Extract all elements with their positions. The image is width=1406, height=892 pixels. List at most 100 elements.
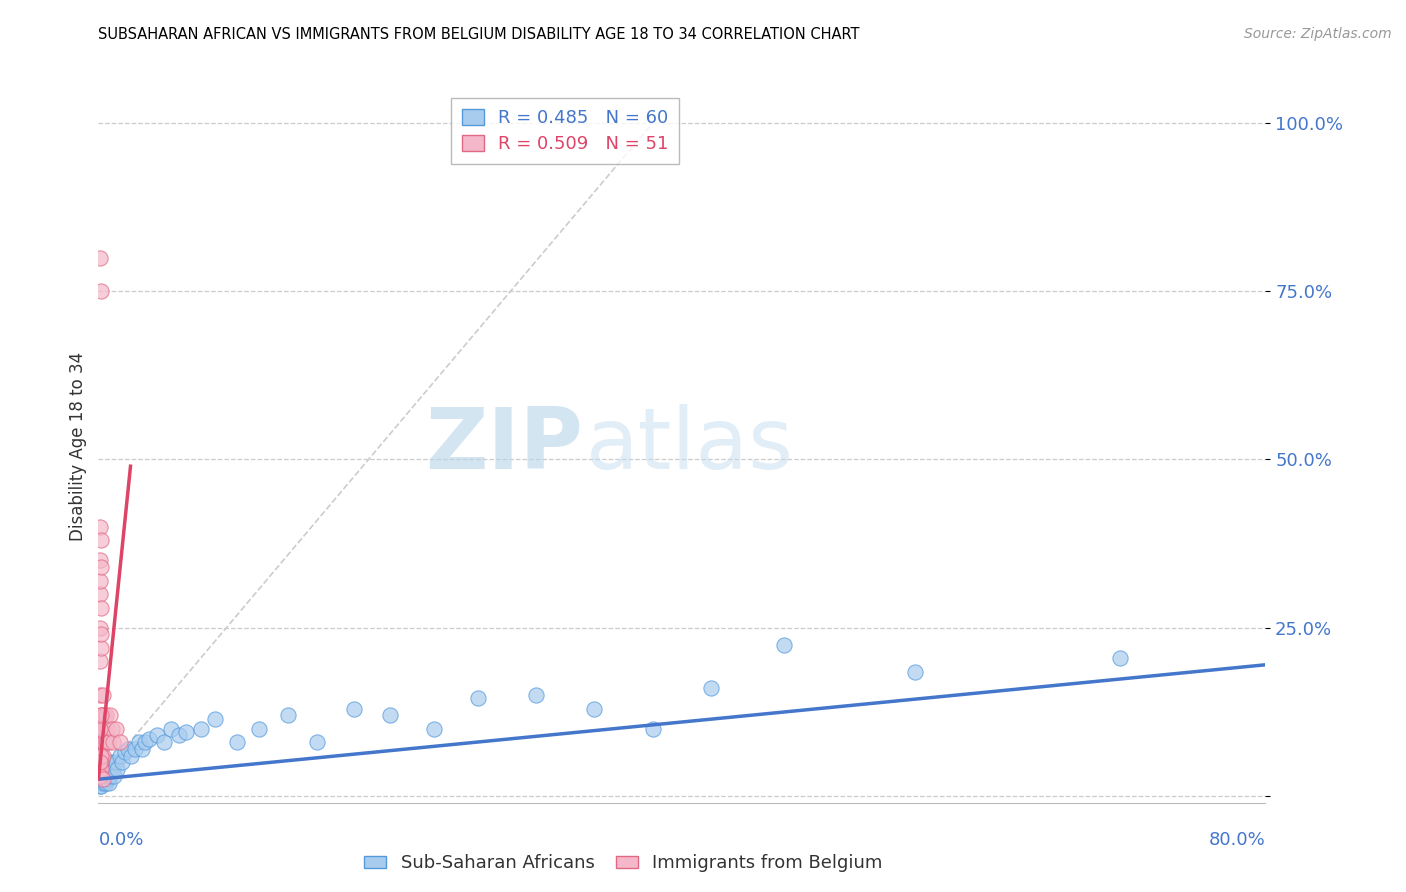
Point <box>90 708 112 723</box>
Point <box>97 735 120 749</box>
Point <box>93 765 115 780</box>
Point <box>120 748 142 763</box>
Point <box>91 735 114 749</box>
Point <box>204 712 226 726</box>
Point <box>89 769 111 783</box>
Point <box>94 756 117 770</box>
Point <box>96 735 118 749</box>
Point <box>90 756 112 770</box>
Point <box>583 701 606 715</box>
Point <box>277 708 299 723</box>
Point <box>93 708 115 723</box>
Point <box>89 587 111 601</box>
Point <box>91 688 114 702</box>
Text: ZIP: ZIP <box>425 404 582 488</box>
Point <box>101 762 124 776</box>
Point <box>146 729 169 743</box>
Point <box>89 779 111 793</box>
Point <box>91 772 114 787</box>
Point <box>98 708 121 723</box>
Point <box>90 762 112 776</box>
Point <box>89 769 111 783</box>
Point <box>167 729 190 743</box>
Legend: Sub-Saharan Africans, Immigrants from Belgium: Sub-Saharan Africans, Immigrants from Be… <box>357 847 890 880</box>
Point <box>111 756 134 770</box>
Point <box>90 640 112 655</box>
Point <box>96 722 118 736</box>
Point <box>90 735 112 749</box>
Point <box>247 722 270 736</box>
Point <box>124 742 146 756</box>
Point <box>904 665 927 679</box>
Point <box>104 722 127 736</box>
Point <box>91 772 114 787</box>
Point <box>100 722 122 736</box>
Point <box>97 775 120 789</box>
Point <box>89 553 111 567</box>
Point <box>131 742 153 756</box>
Point <box>89 772 111 787</box>
Point <box>90 748 112 763</box>
Point <box>94 775 117 789</box>
Point <box>89 748 111 763</box>
Point <box>96 762 118 776</box>
Point <box>98 769 121 783</box>
Text: SUBSAHARAN AFRICAN VS IMMIGRANTS FROM BELGIUM DISABILITY AGE 18 TO 34 CORRELATIO: SUBSAHARAN AFRICAN VS IMMIGRANTS FROM BE… <box>98 27 860 42</box>
Point <box>89 748 111 763</box>
Text: 0.0%: 0.0% <box>98 831 143 849</box>
Point <box>89 722 111 736</box>
Point <box>160 722 183 736</box>
Point <box>89 655 111 669</box>
Point <box>94 735 117 749</box>
Point <box>91 722 114 736</box>
Point <box>90 779 112 793</box>
Point <box>94 708 117 723</box>
Point <box>467 691 489 706</box>
Point <box>138 731 160 746</box>
Text: 80.0%: 80.0% <box>1209 831 1265 849</box>
Point <box>128 735 150 749</box>
Point <box>89 758 111 772</box>
Point <box>89 756 111 770</box>
Point <box>343 701 366 715</box>
Point <box>90 748 112 763</box>
Text: Source: ZipAtlas.com: Source: ZipAtlas.com <box>1244 27 1392 41</box>
Point <box>700 681 723 696</box>
Point <box>89 574 111 588</box>
Point <box>89 621 111 635</box>
Point <box>89 762 111 776</box>
Point <box>90 627 112 641</box>
Point <box>117 742 139 756</box>
Point <box>423 722 446 736</box>
Point <box>1108 651 1130 665</box>
Point <box>307 735 329 749</box>
Point <box>91 748 114 763</box>
Point <box>93 775 115 789</box>
Point <box>90 533 112 548</box>
Point <box>93 722 115 736</box>
Point <box>90 708 112 723</box>
Point <box>103 769 125 783</box>
Point <box>89 735 111 749</box>
Point <box>91 762 114 776</box>
Point <box>773 638 796 652</box>
Point <box>89 742 111 756</box>
Point <box>110 735 132 749</box>
Point <box>90 284 112 298</box>
Point <box>104 756 127 770</box>
Point <box>96 772 118 787</box>
Point <box>94 769 117 783</box>
Point <box>90 775 112 789</box>
Point <box>90 762 112 776</box>
Point <box>90 600 112 615</box>
Point <box>100 756 122 770</box>
Point <box>91 769 114 783</box>
Point <box>89 688 111 702</box>
Point <box>89 775 111 789</box>
Point <box>89 722 111 736</box>
Point <box>641 722 664 736</box>
Point <box>90 560 112 574</box>
Point <box>97 756 120 770</box>
Point <box>524 688 547 702</box>
Point <box>90 722 112 736</box>
